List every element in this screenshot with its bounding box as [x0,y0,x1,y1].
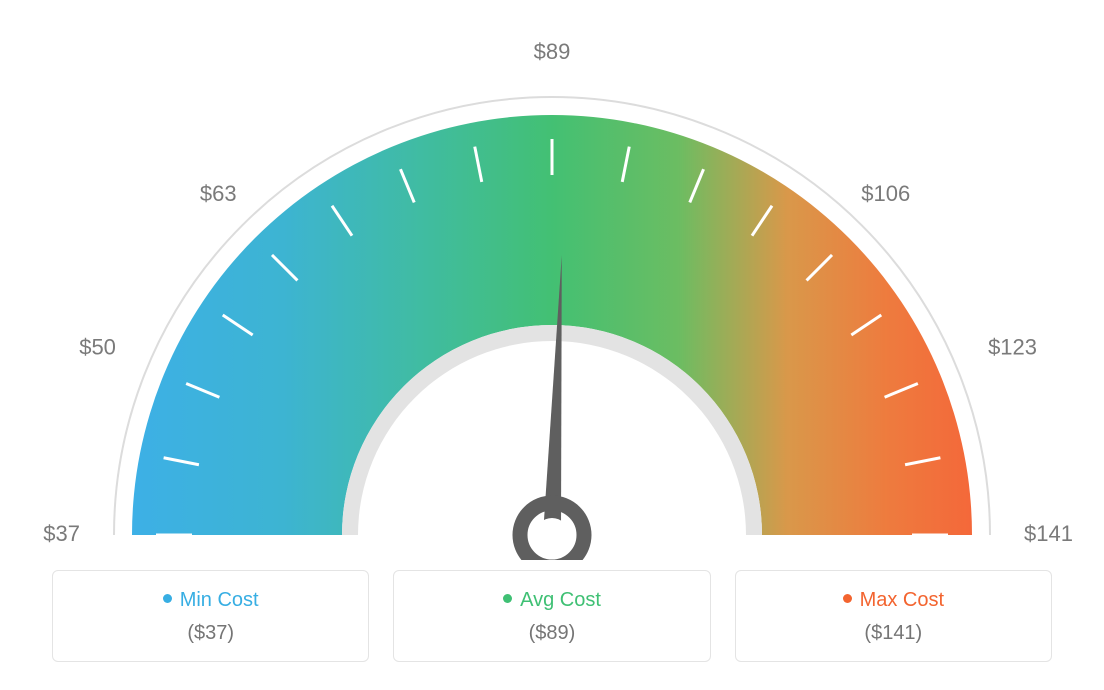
legend-value-max: ($141) [746,622,1041,645]
legend-label-min: Min Cost [180,589,259,611]
legend-box-max: Max Cost ($141) [735,570,1052,662]
svg-text:$106: $106 [861,181,910,206]
dot-icon [503,594,512,603]
legend-title-max: Max Cost [746,589,1041,612]
cost-gauge: $37 $50 $63 $89 $106 $123 $141 [0,0,1104,560]
legend-title-avg: Avg Cost [404,589,699,612]
legend-title-min: Min Cost [63,589,358,612]
svg-text:$123: $123 [988,334,1037,359]
gauge-svg: $37 $50 $63 $89 $106 $123 $141 [0,0,1104,560]
dot-icon [163,594,172,603]
legend-value-avg: ($89) [404,622,699,645]
legend-value-min: ($37) [63,622,358,645]
dot-icon [843,594,852,603]
legend-box-min: Min Cost ($37) [52,570,369,662]
svg-text:$50: $50 [79,334,116,359]
legend-label-max: Max Cost [860,589,944,611]
legend-box-avg: Avg Cost ($89) [393,570,710,662]
svg-text:$37: $37 [43,521,80,546]
svg-text:$141: $141 [1024,521,1073,546]
legend: Min Cost ($37) Avg Cost ($89) Max Cost (… [52,570,1052,662]
svg-text:$89: $89 [534,39,571,64]
legend-label-avg: Avg Cost [520,589,601,611]
svg-text:$63: $63 [200,181,237,206]
